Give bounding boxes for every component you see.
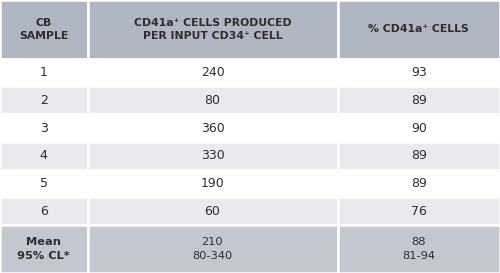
Bar (88, 0, 338, 59)
Text: 210
80-340: 210 80-340 (192, 237, 232, 261)
Bar (88, 197, 338, 225)
Bar (338, 142, 500, 170)
Bar (0, 114, 88, 142)
Bar (0, 142, 88, 170)
Bar (88, 142, 338, 170)
Text: 89: 89 (411, 177, 426, 190)
Text: 190: 190 (200, 177, 224, 190)
Text: 93: 93 (411, 66, 426, 79)
Text: 89: 89 (411, 149, 426, 162)
Bar (0, 87, 88, 114)
Bar (338, 0, 500, 59)
Text: CD41a⁺ CELLS PRODUCED
PER INPUT CD34⁺ CELL: CD41a⁺ CELLS PRODUCED PER INPUT CD34⁺ CE… (134, 17, 292, 41)
Bar (338, 59, 500, 87)
Text: 360: 360 (200, 121, 224, 135)
Text: 1: 1 (40, 66, 48, 79)
Text: 5: 5 (40, 177, 48, 190)
Bar (88, 225, 338, 273)
Text: 3: 3 (40, 121, 48, 135)
Bar (88, 170, 338, 197)
Text: 90: 90 (411, 121, 426, 135)
Bar (88, 59, 338, 87)
Bar (0, 225, 88, 273)
Bar (338, 170, 500, 197)
Text: 330: 330 (200, 149, 224, 162)
Text: 89: 89 (411, 94, 426, 107)
Text: 6: 6 (40, 205, 48, 218)
Bar (0, 170, 88, 197)
Bar (338, 87, 500, 114)
Text: 2: 2 (40, 94, 48, 107)
Bar (338, 225, 500, 273)
Bar (88, 114, 338, 142)
Text: 80: 80 (204, 94, 220, 107)
Text: 76: 76 (411, 205, 426, 218)
Text: 60: 60 (204, 205, 220, 218)
Text: CB
SAMPLE: CB SAMPLE (19, 17, 68, 41)
Text: % CD41a⁺ CELLS: % CD41a⁺ CELLS (368, 24, 469, 34)
Text: Mean
95% CL*: Mean 95% CL* (18, 237, 70, 261)
Bar (0, 59, 88, 87)
Text: 4: 4 (40, 149, 48, 162)
Text: 240: 240 (200, 66, 224, 79)
Bar (338, 114, 500, 142)
Text: 88
81-94: 88 81-94 (402, 237, 435, 261)
Bar (0, 197, 88, 225)
Bar (338, 197, 500, 225)
Bar (88, 87, 338, 114)
Bar (0, 0, 88, 59)
